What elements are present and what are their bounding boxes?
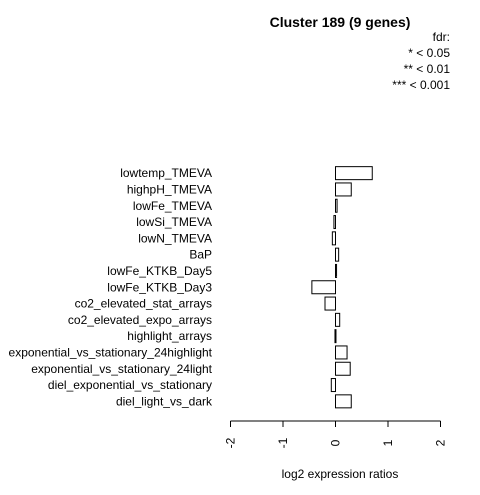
- bars-group: [311, 166, 373, 409]
- bar: [335, 312, 341, 327]
- bar: [334, 329, 337, 344]
- category-label: lowFe_TMEVA: [133, 199, 212, 213]
- bar: [335, 361, 351, 376]
- x-axis: -2 -1 0 1 2: [224, 420, 448, 448]
- bar: [335, 345, 348, 360]
- legend: fdr: * < 0.05 ** < 0.01 *** < 0.001: [392, 30, 450, 92]
- bar: [335, 182, 352, 197]
- bar: [311, 280, 336, 295]
- category-label: highpH_TMEVA: [127, 182, 212, 196]
- legend-entry: ** < 0.01: [404, 62, 451, 76]
- category-label: exponential_vs_stationary_24light: [31, 362, 212, 376]
- category-label: lowSi_TMEVA: [136, 215, 212, 229]
- legend-entry: *** < 0.001: [392, 78, 450, 92]
- x-tick-label: 2: [434, 439, 448, 446]
- category-labels: lowtemp_TMEVA highpH_TMEVA lowFe_TMEVA lowS…: [9, 166, 213, 408]
- category-label: lowtemp_TMEVA: [120, 166, 212, 180]
- x-tick-label: -2: [224, 437, 238, 448]
- category-label: lowFe_KTKB_Day5: [107, 264, 212, 278]
- bar: [324, 296, 336, 311]
- bar: [335, 166, 373, 181]
- category-label: diel_exponential_vs_stationary: [48, 378, 212, 392]
- category-label: co2_elevated_expo_arrays: [68, 313, 212, 327]
- x-tick-label: -1: [276, 437, 290, 448]
- category-label: lowN_TMEVA: [138, 231, 212, 245]
- bar: [331, 231, 337, 246]
- bar: [335, 198, 338, 213]
- bar: [330, 378, 336, 393]
- chart-title: Cluster 189 (9 genes): [270, 14, 411, 30]
- legend-entry: fdr:: [433, 30, 450, 44]
- x-tick-label: 1: [381, 439, 395, 446]
- category-label: BaP: [189, 248, 212, 262]
- bar: [335, 263, 338, 278]
- x-tick-label: 0: [329, 439, 343, 446]
- category-label: lowFe_KTKB_Day3: [107, 280, 212, 294]
- bar: [333, 215, 336, 230]
- category-label: highlight_arrays: [127, 329, 212, 343]
- x-axis-label: log2 expression ratios: [282, 467, 399, 481]
- category-label: diel_light_vs_dark: [116, 394, 213, 408]
- bar: [335, 394, 352, 409]
- category-label: co2_elevated_stat_arrays: [75, 297, 212, 311]
- bar: [335, 247, 340, 262]
- category-label: exponential_vs_stationary_24highlight: [9, 345, 213, 359]
- legend-entry: * < 0.05: [408, 46, 450, 60]
